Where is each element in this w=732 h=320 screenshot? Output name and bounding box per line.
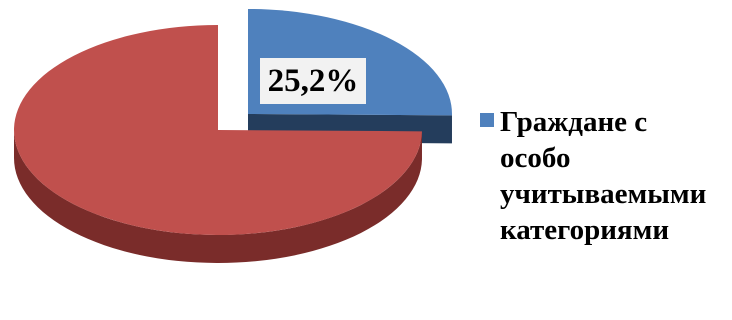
legend-entry-label: Граждане с особо учитываемыми категориям… (500, 106, 707, 246)
legend-entry: Граждане с особо учитываемыми категориям… (480, 104, 730, 248)
pie-slice-side-1 (14, 130, 422, 263)
legend: Граждане с особо учитываемыми категориям… (480, 104, 730, 248)
data-label-blue-slice: 25,2% (260, 58, 366, 104)
legend-swatch-blue (480, 113, 494, 127)
data-label-text: 25,2% (267, 62, 359, 99)
pie-slice-1 (14, 25, 422, 236)
